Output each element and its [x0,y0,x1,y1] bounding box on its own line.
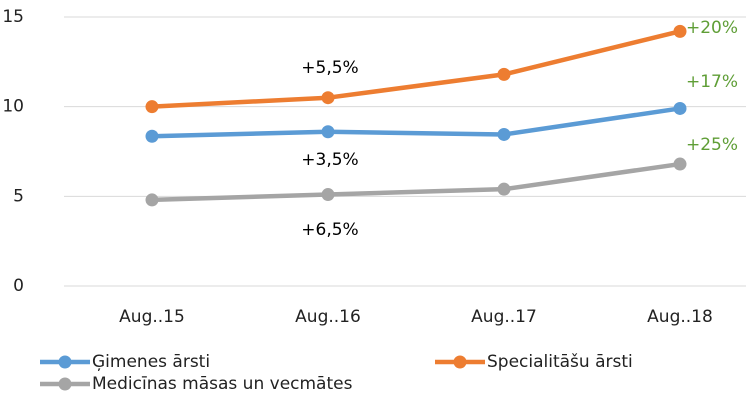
x-tick-label: Aug..18 [647,307,713,327]
point [321,188,335,202]
legend-marker [58,377,72,391]
point [497,182,511,196]
y-tick-label: 5 [13,186,24,206]
x-tick-label: Aug..17 [471,307,537,327]
legend-marker [58,355,72,369]
annotation: +6,5% [301,220,358,240]
y-tick-label: 0 [13,276,24,296]
annotation: +20% [686,18,738,38]
legend-marker [453,355,467,369]
x-tick-label: Aug..16 [295,307,361,327]
annotation: +25% [686,135,738,155]
x-tick-label: Aug..15 [119,307,185,327]
legend-label: Medicīnas māsas un vecmātes [92,374,353,394]
point [673,157,687,171]
point [673,101,687,115]
series-line [151,161,681,203]
legend-label: Ģimenes ārsti [92,352,210,372]
point [497,67,511,81]
point [145,129,159,143]
annotation: +17% [686,72,738,92]
series-line [151,106,681,139]
y-tick-label: 15 [2,7,24,27]
point [145,193,159,207]
point [321,91,335,105]
y-tick-label: 10 [2,97,24,117]
point [673,24,687,38]
point [321,125,335,139]
point [497,127,511,141]
annotation: +5,5% [301,58,358,78]
series-line [151,29,681,109]
legend-label: Specialitāšu ārsti [487,352,633,372]
point [145,100,159,114]
annotation: +3,5% [301,150,358,170]
